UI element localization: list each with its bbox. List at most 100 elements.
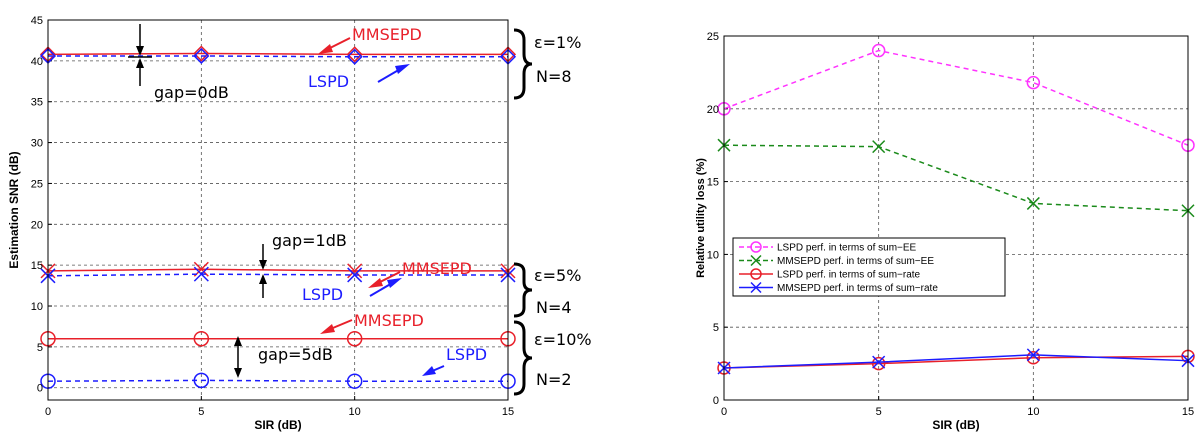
series-3-point [1026,348,1040,362]
series-1-point [1026,196,1040,210]
y-tick-label: 5 [37,342,43,354]
x-tick-label: 15 [502,406,514,418]
series-5-point [193,372,210,389]
right-grid [723,35,1189,401]
legend-marker-0 [750,241,762,253]
annotation-gap-n8: gap=0dB [154,83,229,102]
legend-marker-1 [750,254,762,267]
series-line-1 [723,144,1189,212]
condition-n-2: N=2 [536,370,572,389]
left-plot-frame [47,19,509,401]
condition-n-8: N=8 [536,67,572,86]
relative-utility-loss-chart: 0 5 10 15 0 5 10 15 20 25 SIR (dB) Relative utili… [695,31,1195,432]
right-y-axis-label: Relative utility loss (%) [695,158,707,278]
condition-eps-5: ε=5% [534,266,581,285]
y-tick-label: 10 [707,249,719,261]
x-tick-label: 0 [45,406,51,418]
annotation-lspd-n8: LSPD [308,72,349,91]
series-0-point [871,43,886,58]
x-tick-label: 10 [1027,406,1039,418]
left-x-axis-label: SIR (dB) [254,418,301,432]
series-line-3 [47,273,508,277]
series-0-point [1026,75,1041,90]
y-tick-label: 20 [31,219,43,231]
condition-eps-10: ε=10% [534,330,592,349]
left-tick-labels: 0 5 10 15 0 5 10 15 20 25 30 35 40 45 [31,15,514,418]
series-5-point [346,373,363,389]
right-series-layer [717,43,1195,375]
y-tick-label: 0 [713,395,719,407]
condition-eps-1: ε=1% [534,33,581,52]
series-2-point [347,263,363,279]
x-tick-label: 0 [721,406,727,418]
arrow-mmsepd-n4 [368,271,401,288]
arrow-mmsepd-n8 [318,37,351,54]
y-tick-label: 10 [31,301,43,313]
series-2-point [871,356,886,371]
series-1-point [872,140,886,154]
legend-label-3: MMSEPD perf. in terms of sum−rate [777,283,938,294]
annotation-mmsepd-n8: MMSEPD [352,25,422,44]
series-line-0 [47,52,508,56]
series-3-point [193,266,209,282]
x-tick-label: 5 [876,406,882,418]
series-0-point [193,45,210,62]
brace-n4 [513,262,533,318]
legend-marker-2 [750,268,762,280]
left-series-layer [39,45,517,389]
right-tick-labels: 0 5 10 15 0 5 10 15 20 25 [707,31,1194,418]
annotation-lspd-n4: LSPD [302,285,343,304]
series-2-point [1026,351,1041,365]
series-0-point [346,46,363,63]
condition-n-4: N=4 [536,298,572,317]
brace-n2 [513,320,533,396]
x-tick-label: 5 [198,406,204,418]
series-line-3 [723,354,1189,369]
arrow-lspd-n4 [369,278,402,297]
y-tick-label: 15 [31,260,43,272]
legend-box [732,237,1006,297]
gap-arrow-n2 [234,336,242,378]
left-y-axis-label: Estimation SNR (dB) [7,151,21,268]
legend-label-2: LSPD perf. in terms of sum−rate [777,270,921,281]
left-annotations: MMSEPD LSPD gap=0dB MMSEPD LSPD gap=1dB … [128,24,592,396]
annotation-lspd-n2: LSPD [446,345,487,364]
legend-label-1: MMSEPD perf. in terms of sum−EE [777,256,934,267]
right-x-axis-label: SIR (dB) [932,418,979,432]
annotation-mmsepd-n2: MMSEPD [354,311,424,330]
y-tick-label: 25 [31,178,43,190]
gap-arrow-n4 [259,244,267,298]
y-tick-label: 25 [707,31,719,43]
y-tick-label: 40 [31,56,43,68]
x-tick-label: 10 [349,406,361,418]
series-4-point [346,330,363,347]
annotation-mmsepd-n4: MMSEPD [402,259,472,278]
series-3-point [347,267,363,283]
gap-arrow-n8 [128,24,152,86]
series-4-point [193,330,210,347]
series-line-5 [47,379,508,382]
series-line-0 [723,49,1189,146]
legend-marker-3 [750,281,762,294]
arrow-mmsepd-n2 [320,319,353,334]
y-tick-label: 30 [31,138,43,150]
y-tick-label: 15 [707,177,719,189]
estimation-snr-chart: 0 5 10 15 0 5 10 15 20 25 30 35 40 45 SIR (dB) Estima… [7,15,592,432]
y-tick-label: 45 [31,15,43,27]
y-tick-label: 0 [37,383,43,395]
annotation-gap-n2: gap=5dB [258,345,333,364]
series-line-1 [48,55,508,58]
right-plot-frame [723,35,1189,401]
series-3-point [872,355,886,369]
series-line-2 [47,268,508,272]
y-tick-label: 20 [707,104,719,116]
x-tick-label: 15 [1182,406,1194,418]
left-grid [47,19,509,400]
arrow-lspd-n2 [422,365,445,376]
series-1-point [346,48,363,65]
series-1-point [193,47,210,65]
right-legend: LSPD perf. in terms of sum−EE MMSEPD perf… [732,237,1006,297]
y-tick-label: 5 [713,322,719,334]
legend-label-0: LSPD perf. in terms of sum−EE [777,243,917,254]
